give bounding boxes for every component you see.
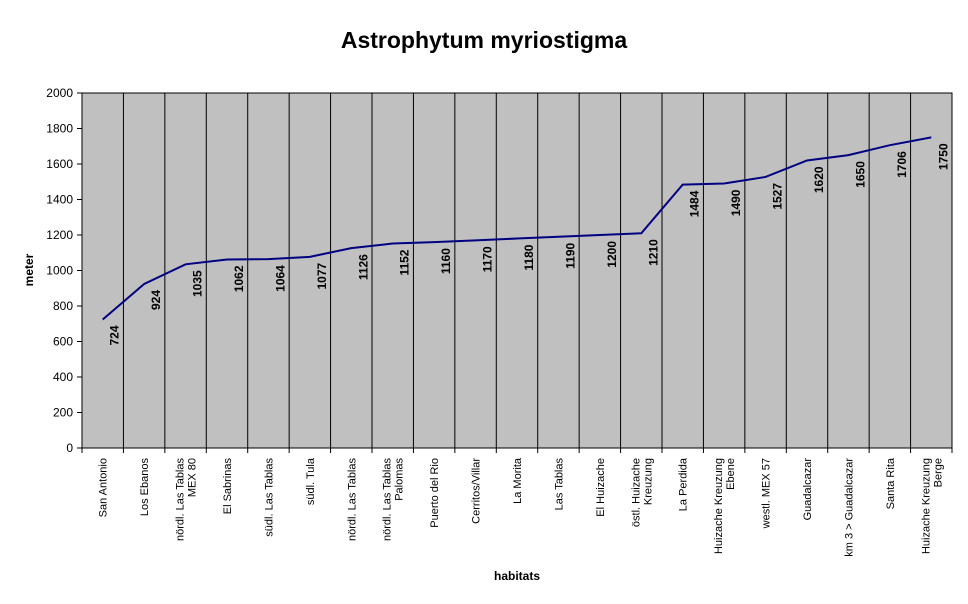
data-label: 1750 <box>936 143 950 170</box>
x-tick-label-group: San Antonio <box>98 458 110 517</box>
data-label: 1035 <box>191 270 205 297</box>
data-label: 924 <box>149 290 163 310</box>
x-tick-label-group: El Huizache <box>595 458 607 517</box>
x-tick-label: La Perdida <box>678 457 690 511</box>
data-label: 1484 <box>688 190 702 217</box>
y-tick-label: 1400 <box>46 193 73 207</box>
x-tick-label: km 3 > Guadalcazar <box>843 458 855 557</box>
x-tick-label: nördl. Las TablasPalomas <box>382 458 406 541</box>
chart-title: Astrophytum myriostigma <box>341 27 627 53</box>
data-label: 1490 <box>729 189 743 216</box>
data-label: 1200 <box>605 241 619 268</box>
plot-area <box>81 92 953 449</box>
data-label: 1706 <box>895 151 909 178</box>
x-tick-label-group: La Perdida <box>678 457 690 511</box>
category-gridlines <box>122 93 912 448</box>
x-tick-label-group: Guadalcazar <box>802 458 814 521</box>
data-label: 1064 <box>273 265 287 292</box>
y-axis-title: meter <box>22 253 36 286</box>
x-tick-label: Guadalcazar <box>802 458 814 521</box>
x-tick-label: Santa Rita <box>885 457 897 509</box>
y-tick-label: 1600 <box>46 157 73 171</box>
data-label: 1062 <box>232 265 246 292</box>
x-axis-title: habitats <box>494 569 540 583</box>
x-tick-label-group: Huizache KreuzungEbene <box>713 458 737 554</box>
x-tick-label: nördl. Las Tablas <box>346 458 358 541</box>
x-tick-label-group: westl. MEX 57 <box>761 458 773 529</box>
y-tick-label: 600 <box>53 335 73 349</box>
data-label: 1152 <box>398 249 412 275</box>
x-tick-label: nördl. Las TablasMEX 80 <box>175 458 199 541</box>
x-tick-label: westl. MEX 57 <box>761 458 773 529</box>
x-tick-label-group: südl. Las Tablas <box>263 458 275 537</box>
x-tick-label-group: nördl. Las Tablas <box>346 458 358 541</box>
x-tick-label: Puerto del Rio <box>429 458 441 528</box>
x-tick-label-group: südl. Tula <box>305 457 317 505</box>
x-tick-label: La Morita <box>512 457 524 504</box>
y-tick-label: 200 <box>53 406 73 420</box>
x-tick-label-group: Santa Rita <box>885 457 897 509</box>
data-label: 1170 <box>481 246 495 272</box>
x-axis: San Antonio Los Ebanos nördl. Las TablasME… <box>81 447 953 557</box>
x-tick-label-group: Cerritos/Villar <box>471 458 483 524</box>
x-tick-label-group: Puerto del Rio <box>429 458 441 528</box>
y-tick-label: 0 <box>66 441 73 455</box>
x-tick-label-group: Los Ebanos <box>139 458 151 517</box>
data-labels: 724 924 1035 1062 1064 1077 1126 1152 1160 1170 11… <box>108 143 951 345</box>
x-tick-label: Cerritos/Villar <box>471 458 483 524</box>
data-label: 1190 <box>563 242 577 268</box>
data-label: 1620 <box>812 166 826 193</box>
x-tick-label: El Sabrinas <box>222 458 234 515</box>
data-label: 724 <box>108 325 122 345</box>
x-tick-label-group: km 3 > Guadalcazar <box>843 458 855 557</box>
y-tick-label: 1200 <box>46 228 73 242</box>
y-axis: 0 200 400 600 800 1000 1200 1400 1600 1800 2000 <box>46 86 83 455</box>
y-tick-label: 800 <box>53 299 73 313</box>
series-line <box>102 136 932 321</box>
data-label: 1210 <box>646 239 660 266</box>
x-tick-label: Los Ebanos <box>139 458 151 517</box>
x-tick-label: Las Tablas <box>553 458 565 511</box>
x-tick-label-group: östl. HuizacheKreuzung <box>630 458 654 527</box>
x-tick-label-group: La Morita <box>512 457 524 504</box>
data-label: 1650 <box>853 161 867 188</box>
x-tick-label-group: nördl. Las TablasMEX 80 <box>175 458 199 541</box>
x-tick-label-group: Las Tablas <box>553 458 565 511</box>
y-tick-label: 1000 <box>46 264 73 278</box>
data-label: 1180 <box>522 244 536 270</box>
data-label: 1160 <box>439 248 453 274</box>
x-tick-label: Huizache KreuzungBerge <box>920 458 944 554</box>
x-tick-label: südl. Tula <box>305 457 317 505</box>
x-tick-label-group: El Sabrinas <box>222 458 234 515</box>
x-tick-label: El Huizache <box>595 458 607 517</box>
x-tick-label: südl. Las Tablas <box>263 458 275 537</box>
y-tick-label: 1800 <box>46 122 73 136</box>
data-label: 1527 <box>771 183 785 210</box>
x-tick-label-group: nördl. Las TablasPalomas <box>382 458 406 541</box>
x-tick-label-group: Huizache KreuzungBerge <box>920 458 944 554</box>
y-tick-label: 400 <box>53 370 73 384</box>
x-tick-label: Huizache KreuzungEbene <box>713 458 737 554</box>
x-tick-label: östl. HuizacheKreuzung <box>630 458 654 527</box>
x-tick-label: San Antonio <box>98 458 110 517</box>
data-label: 1077 <box>315 263 329 290</box>
data-label: 1126 <box>356 254 370 280</box>
y-tick-label: 2000 <box>46 86 73 100</box>
